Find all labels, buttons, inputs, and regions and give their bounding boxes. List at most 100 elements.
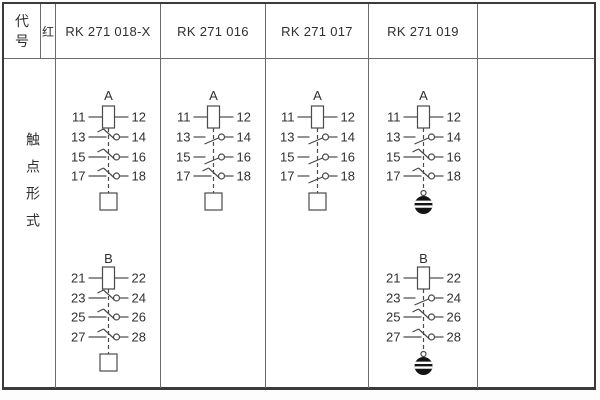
column-header-rk-271-017: RK 271 017 xyxy=(281,23,353,39)
terminal-label: 15 xyxy=(71,150,85,165)
fixed-contact-dot xyxy=(427,294,436,302)
contact-diagram-rk-271-019: A 11 12 13 14 15 16 17 18 B 21 22 23 24 25 26 27 28 xyxy=(386,88,461,375)
terminal-label: 14 xyxy=(132,130,146,145)
break-contact-tick xyxy=(412,167,419,172)
break-contact-tick xyxy=(97,128,104,133)
terminal-label: 15 xyxy=(176,150,190,165)
break-contact-tick xyxy=(97,328,104,333)
grid-line xyxy=(477,4,478,388)
terminal-label: 26 xyxy=(447,310,461,325)
column-header-rk-271-016: RK 271 016 xyxy=(177,23,249,39)
terminal-label: 11 xyxy=(177,110,191,125)
actuator-symbol xyxy=(101,105,116,129)
break-contact-tick xyxy=(412,148,419,153)
pivot-dot xyxy=(420,350,427,358)
contact-diagram-rk-271-016: A 11 12 13 14 15 16 17 18 xyxy=(176,88,251,211)
break-contact-arm xyxy=(418,148,430,160)
corner-cell: 代 号 xyxy=(4,4,40,58)
break-contact-arm xyxy=(103,289,115,301)
terminal-label: 11 xyxy=(281,110,295,125)
terminal-label: 17 xyxy=(280,169,294,184)
terminal-label: 13 xyxy=(386,130,400,145)
terminal-label: 14 xyxy=(341,130,355,145)
break-contact-tick xyxy=(97,148,104,153)
terminal-label: 13 xyxy=(176,130,190,145)
terminal-label: 14 xyxy=(237,130,251,145)
terminal-label: 18 xyxy=(341,169,355,184)
terminal-label: 11 xyxy=(72,110,86,125)
terminal-label: 12 xyxy=(447,110,461,125)
contact-group-label: B xyxy=(104,251,113,266)
contact-diagram-rk-271-018-x: A 11 12 13 14 15 16 17 18 B 21 22 23 24 25 26 27 28 xyxy=(71,88,146,372)
fixed-contact-dot xyxy=(427,133,436,141)
fixed-contact-dot xyxy=(217,153,226,161)
break-contact-tick xyxy=(202,167,209,172)
terminal-label: 16 xyxy=(237,150,251,165)
contact-group-label: A xyxy=(209,88,218,103)
break-contact-tick xyxy=(412,308,419,313)
terminal-label: 28 xyxy=(447,330,461,345)
grid-line xyxy=(265,4,266,388)
actuator-symbol xyxy=(101,266,116,290)
terminal-label: 16 xyxy=(447,150,461,165)
break-contact-tick xyxy=(97,308,104,313)
terminal-label: 15 xyxy=(280,150,294,165)
column-header-rk-271-019: RK 271 019 xyxy=(387,23,459,39)
terminal-label: 13 xyxy=(71,130,85,145)
grid-line xyxy=(40,4,41,58)
armature-box xyxy=(204,192,223,211)
break-contact-tick xyxy=(97,289,104,294)
terminal-label: 14 xyxy=(447,130,461,145)
terminal-label: 16 xyxy=(132,150,146,165)
terminal-label: 23 xyxy=(71,291,85,306)
terminal-label: 22 xyxy=(447,271,461,286)
actuator-symbol xyxy=(310,105,325,129)
terminal-label: 18 xyxy=(447,169,461,184)
armature-box xyxy=(99,353,118,372)
terminal-label: 22 xyxy=(132,271,146,286)
make-contact-arm xyxy=(308,137,323,145)
terminal-label: 12 xyxy=(341,110,355,125)
make-contact-arm xyxy=(204,137,219,145)
contact-group-label: A xyxy=(104,88,113,103)
corner-label-line: 号 xyxy=(15,33,29,49)
break-contact-tick xyxy=(97,167,104,172)
corner-label-line: 代 xyxy=(15,13,29,29)
fixed-contact-dot xyxy=(321,133,330,141)
terminal-label: 26 xyxy=(132,310,146,325)
red-mark-cell: 红 xyxy=(41,24,54,39)
terminal-label: 25 xyxy=(71,310,85,325)
terminal-label: 16 xyxy=(341,150,355,165)
make-contact-arm xyxy=(308,176,323,184)
contact-group-label: A xyxy=(313,88,322,103)
contact-diagram-rk-271-017: A 11 12 13 14 15 16 17 18 xyxy=(280,88,355,211)
make-contact-arm xyxy=(414,137,429,145)
column-header-rk-271-018-x: RK 271 018-X xyxy=(65,23,151,39)
terminal-label: 12 xyxy=(237,110,251,125)
terminal-label: 17 xyxy=(71,169,85,184)
make-contact-arm xyxy=(204,157,219,165)
terminal-label: 27 xyxy=(386,330,400,345)
terminal-label: 21 xyxy=(71,271,85,286)
grid-line xyxy=(160,4,161,388)
terminal-label: 24 xyxy=(447,291,461,306)
terminal-label: 12 xyxy=(132,110,146,125)
terminal-label: 28 xyxy=(132,330,146,345)
armature-box xyxy=(99,192,118,211)
column-header-empty xyxy=(478,4,594,58)
grid-line xyxy=(368,4,369,388)
actuator-symbol xyxy=(416,266,431,290)
fixed-contact-dot xyxy=(217,133,226,141)
make-contact-arm xyxy=(414,298,429,306)
terminal-label: 18 xyxy=(132,169,146,184)
fixed-contact-dot xyxy=(321,153,330,161)
contact-group-label: B xyxy=(419,251,428,266)
signal-ball-icon xyxy=(414,357,433,375)
terminal-label: 17 xyxy=(386,169,400,184)
terminal-label: 17 xyxy=(176,169,190,184)
grid-line xyxy=(4,58,594,59)
terminal-label: 24 xyxy=(132,291,146,306)
fixed-contact-dot xyxy=(321,172,330,180)
terminal-label: 21 xyxy=(386,271,400,286)
